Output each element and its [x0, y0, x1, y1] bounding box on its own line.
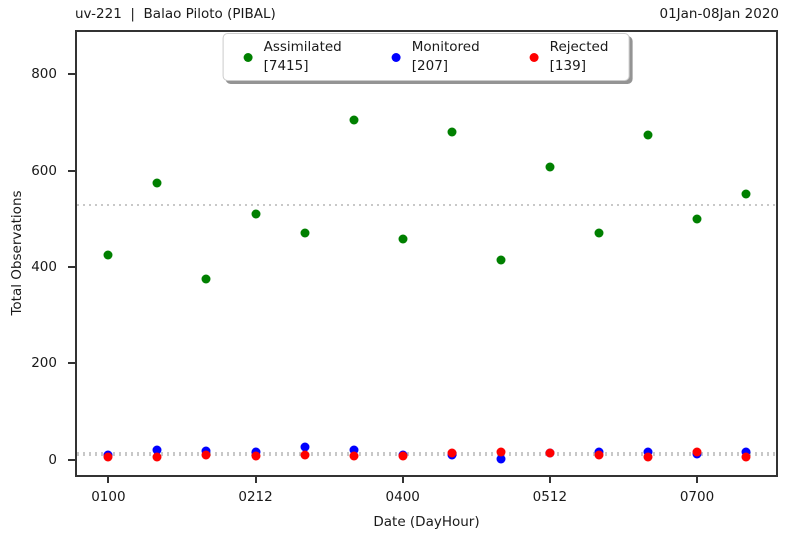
data-point-assimilated	[300, 228, 310, 238]
data-point-monitored	[496, 454, 506, 464]
data-point-rejected	[692, 447, 702, 457]
data-point-assimilated	[152, 178, 162, 188]
plot-area	[75, 30, 778, 477]
data-point-rejected	[201, 450, 211, 460]
x-tick-label: 0400	[385, 489, 420, 505]
data-point-rejected	[643, 452, 653, 462]
data-point-assimilated	[741, 189, 751, 199]
legend-marker-monitored-icon	[391, 52, 401, 62]
x-tick-mark	[548, 477, 551, 483]
data-point-rejected	[594, 450, 604, 460]
y-tick-mark	[68, 266, 75, 269]
mean-line-rejected	[77, 454, 776, 457]
x-tick-mark	[401, 477, 404, 483]
data-point-assimilated	[594, 228, 604, 238]
legend-label-assimilated: Assimilated [7415]	[263, 39, 342, 74]
data-point-assimilated	[349, 115, 359, 125]
data-point-assimilated	[643, 130, 653, 140]
x-tick-mark	[107, 477, 110, 483]
x-tick-mark	[254, 477, 257, 483]
data-point-rejected	[398, 451, 408, 461]
data-point-assimilated	[398, 234, 408, 244]
data-point-assimilated	[496, 255, 506, 265]
legend-item-assimilated: Assimilated [7415]	[243, 38, 342, 76]
legend-item-rejected: Rejected [139]	[529, 38, 609, 76]
data-point-assimilated	[447, 127, 457, 137]
legend: Assimilated [7415] Monitored [207] Rejecte…	[222, 33, 630, 81]
data-point-assimilated	[103, 250, 113, 260]
data-point-rejected	[300, 450, 310, 460]
data-point-rejected	[496, 447, 506, 457]
data-point-assimilated	[201, 274, 211, 284]
y-tick-mark	[68, 458, 75, 461]
legend-item-monitored: Monitored [207]	[391, 38, 480, 76]
x-tick-mark	[696, 477, 699, 483]
data-point-rejected	[152, 452, 162, 462]
legend-label-rejected: Rejected [139]	[549, 39, 609, 74]
x-tick-label: 0100	[91, 489, 126, 505]
data-point-rejected	[741, 452, 751, 462]
data-point-rejected	[545, 448, 555, 458]
y-axis-label: Total Observations	[9, 190, 25, 316]
x-tick-label: 0212	[238, 489, 273, 505]
plot-canvas	[77, 32, 776, 475]
y-tick-label: 0	[48, 451, 57, 468]
data-point-rejected	[103, 452, 113, 462]
y-tick-label: 400	[31, 259, 57, 276]
x-axis-label: Date (DayHour)	[373, 514, 480, 530]
data-point-monitored	[643, 447, 653, 457]
y-tick-label: 600	[31, 162, 57, 179]
mean-line-assimilated	[77, 203, 776, 206]
y-tick-mark	[68, 73, 75, 76]
data-point-rejected	[251, 451, 261, 461]
y-tick-label: 200	[31, 355, 57, 372]
legend-label-monitored: Monitored [207]	[411, 39, 480, 74]
data-point-rejected	[447, 448, 457, 458]
data-point-assimilated	[251, 209, 261, 219]
data-point-assimilated	[692, 214, 702, 224]
y-tick-mark	[68, 169, 75, 172]
data-point-rejected	[349, 451, 359, 461]
chart-title: uv-221 | Balao Piloto (PIBAL)	[75, 6, 276, 22]
mean-line-monitored	[77, 451, 776, 454]
x-tick-label: 0512	[532, 489, 568, 505]
data-point-monitored	[152, 445, 162, 455]
legend-marker-rejected-icon	[529, 52, 539, 62]
data-point-monitored	[300, 442, 310, 452]
data-point-assimilated	[545, 162, 555, 172]
x-tick-label: 0700	[679, 489, 715, 505]
data-point-monitored	[741, 447, 751, 457]
data-point-monitored	[349, 445, 359, 455]
y-tick-mark	[68, 362, 75, 365]
legend-marker-assimilated-icon	[243, 52, 253, 62]
y-tick-label: 800	[31, 66, 57, 83]
date-range-label: 01Jan-08Jan 2020	[659, 6, 780, 22]
